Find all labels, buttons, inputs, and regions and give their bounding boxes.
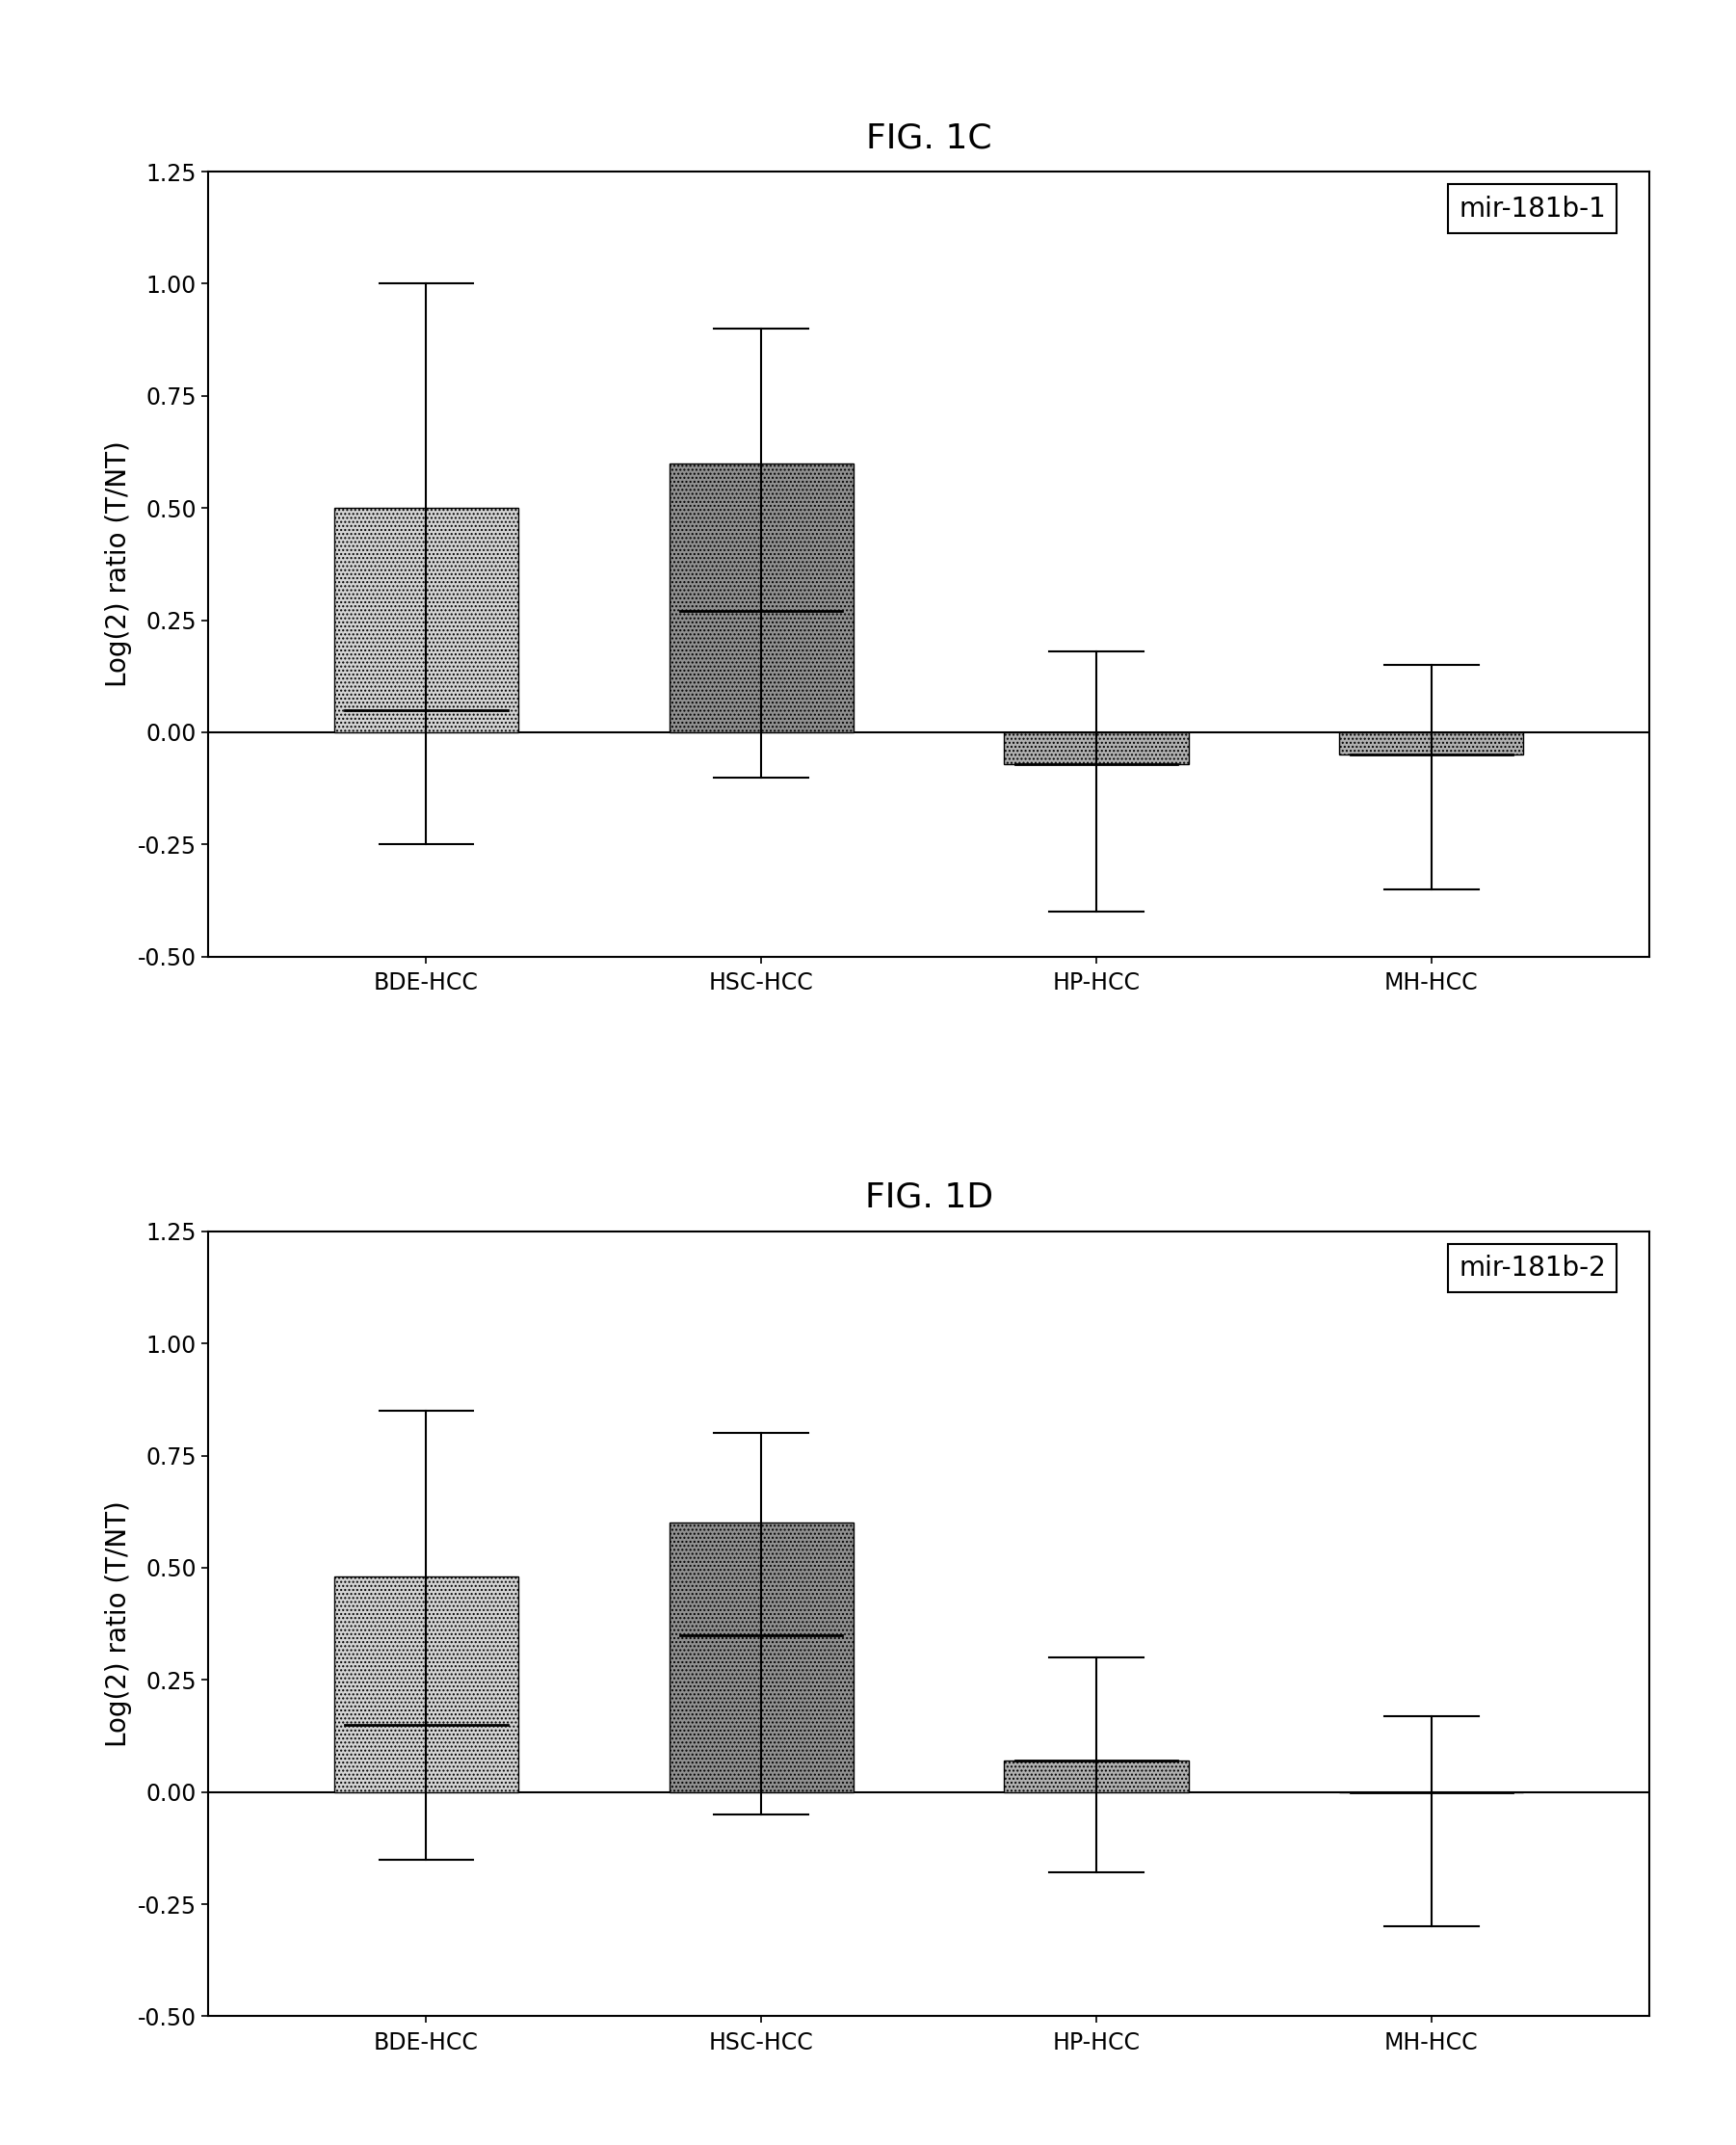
- Bar: [333, 508, 519, 731]
- Text: mir-181b-2: mir-181b-2: [1458, 1255, 1606, 1283]
- Text: mir-181b-1: mir-181b-1: [1458, 195, 1606, 223]
- Bar: [1338, 731, 1524, 755]
- Bar: [668, 1523, 854, 1791]
- Bar: [1003, 1761, 1189, 1791]
- Bar: [668, 463, 854, 731]
- Y-axis label: Log(2) ratio (T/NT): Log(2) ratio (T/NT): [106, 442, 132, 686]
- Bar: [333, 1577, 519, 1791]
- Bar: [1003, 731, 1189, 764]
- Y-axis label: Log(2) ratio (T/NT): Log(2) ratio (T/NT): [106, 1501, 132, 1746]
- Title: FIG. 1D: FIG. 1D: [865, 1182, 993, 1214]
- Title: FIG. 1C: FIG. 1C: [866, 122, 991, 154]
